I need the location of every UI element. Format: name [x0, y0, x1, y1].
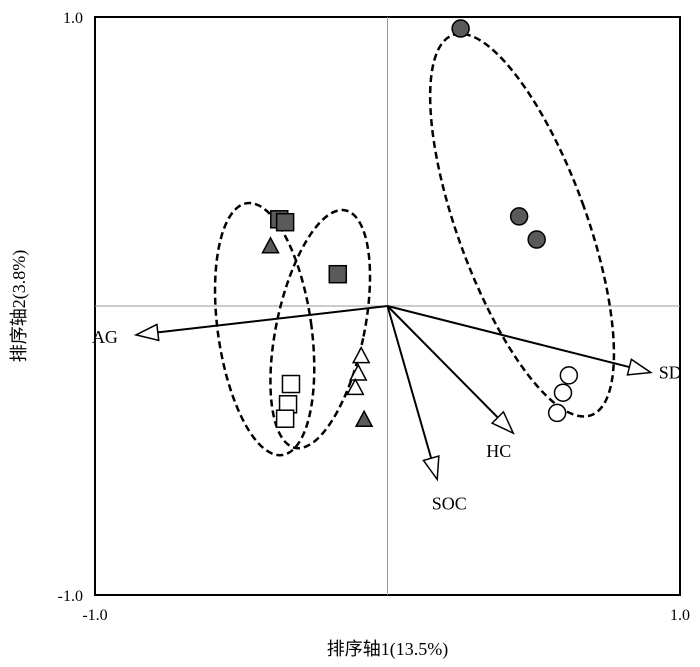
- y-axis-label: 排序轴2(3.8%): [9, 250, 30, 362]
- point-circle-light-1: [559, 366, 579, 385]
- point-square-light-3: [275, 409, 295, 428]
- environment-vectors: AG SD HC SOC: [92, 305, 682, 513]
- point-triangle-light-2: [349, 363, 368, 381]
- vector-sd: SD: [387, 305, 682, 382]
- point-circle-dark-2: [509, 207, 529, 226]
- point-circle-dark-1: [451, 19, 470, 38]
- group-ellipse-3: [269, 208, 372, 450]
- point-triangle-dark-1: [261, 236, 280, 254]
- vector-line-soc: [386, 305, 433, 459]
- group-ellipse-1: [428, 32, 616, 418]
- y-tick-top: 1.0: [63, 10, 83, 27]
- sample-points: [261, 19, 579, 428]
- vector-hc: HC: [386, 305, 515, 461]
- vector-arrowhead-sd: [626, 358, 653, 376]
- point-circle-dark-3: [527, 230, 546, 249]
- point-square-light-1: [281, 374, 301, 394]
- point-triangle-light-3: [346, 377, 365, 396]
- point-square-dark-3: [328, 264, 348, 284]
- vector-label-hc: HC: [486, 441, 511, 461]
- vector-arrowhead-soc: [422, 455, 440, 482]
- point-square-dark-2: [275, 212, 295, 232]
- point-triangle-dark-2: [354, 409, 374, 427]
- x-tick-right: 1.0: [670, 607, 690, 624]
- point-circle-light-3: [547, 403, 567, 423]
- vector-line-ag: [157, 305, 388, 334]
- vector-label-soc: SOC: [432, 493, 467, 513]
- point-triangle-light-1: [351, 346, 371, 364]
- point-circle-light-2: [553, 383, 573, 402]
- y-tick-bottom: -1.0: [58, 588, 83, 605]
- vector-line-sd: [387, 305, 630, 369]
- x-axis-label: 排序轴1(13.5%): [327, 639, 448, 660]
- vector-label-ag: AG: [92, 327, 118, 347]
- vector-soc: SOC: [386, 305, 467, 513]
- vector-line-hc: [386, 305, 499, 419]
- x-tick-left: -1.0: [82, 607, 107, 624]
- vector-arrowhead-hc: [490, 410, 515, 435]
- vector-arrowhead-ag: [133, 323, 160, 342]
- group-ellipse-2: [213, 201, 316, 457]
- vector-ag: AG: [92, 305, 388, 347]
- group-ellipses: [213, 32, 616, 457]
- vector-label-sd: SD: [659, 362, 682, 382]
